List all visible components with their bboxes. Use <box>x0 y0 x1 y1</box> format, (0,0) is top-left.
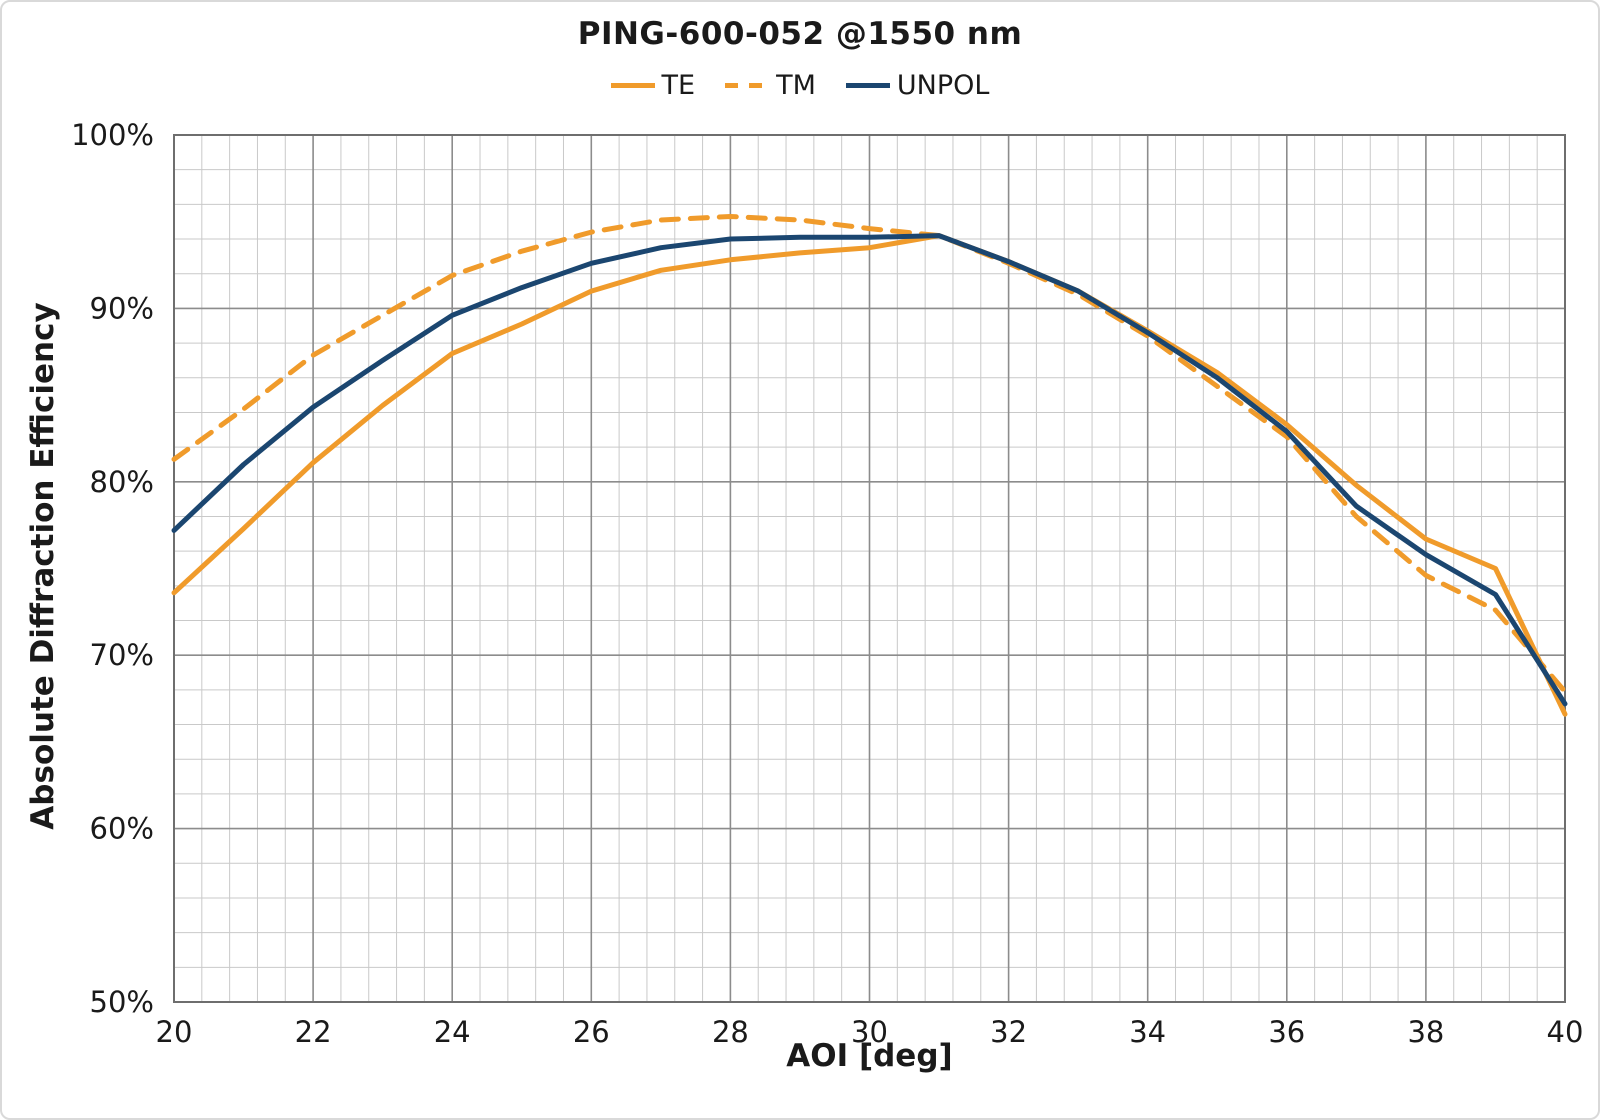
y-tick-label: 60% <box>90 812 154 846</box>
x-tick-label: 34 <box>1129 1015 1166 1049</box>
x-tick-label: 30 <box>851 1015 888 1049</box>
x-axis-title: AOI [deg] <box>786 1038 953 1074</box>
te-line-swatch-icon <box>610 83 655 88</box>
x-tick-label: 28 <box>712 1015 749 1049</box>
x-tick-label: 20 <box>156 1015 193 1049</box>
series-line-tm <box>171 214 1568 695</box>
x-tick-label: 22 <box>295 1015 332 1049</box>
legend-label-unpol: UNPOL <box>896 70 990 101</box>
series-line-te <box>171 233 1568 717</box>
chart-legend: TE TM UNPOL <box>2 70 1598 101</box>
legend-label-tm: TM <box>776 70 816 101</box>
legend-item-unpol: UNPOL <box>845 70 990 101</box>
x-tick-label: 24 <box>434 1015 471 1049</box>
x-tick-label: 38 <box>1407 1015 1444 1049</box>
y-axis-title: Absolute Diffraction Efficiency <box>25 302 61 830</box>
y-tick-label: 70% <box>90 638 154 672</box>
unpol-line-swatch-icon <box>845 83 890 88</box>
legend-item-te: TE <box>610 70 696 101</box>
x-tick-label: 36 <box>1268 1015 1305 1049</box>
y-tick-label: 50% <box>90 985 154 1019</box>
x-tick-label: 32 <box>990 1015 1027 1049</box>
tm-dashed-line-swatch-icon <box>725 83 770 88</box>
y-tick-label: 80% <box>90 465 154 499</box>
legend-label-te: TE <box>661 70 696 101</box>
x-tick-label: 40 <box>1547 1015 1584 1049</box>
legend-item-tm: TM <box>725 70 816 101</box>
series-line-unpol <box>171 233 1568 707</box>
x-tick-label: 26 <box>573 1015 610 1049</box>
plot-frame <box>173 134 1566 1003</box>
chart-title: PING-600-052 @1550 nm <box>577 16 1023 52</box>
y-tick-label: 90% <box>90 291 154 325</box>
y-tick-label: 100% <box>71 118 154 152</box>
